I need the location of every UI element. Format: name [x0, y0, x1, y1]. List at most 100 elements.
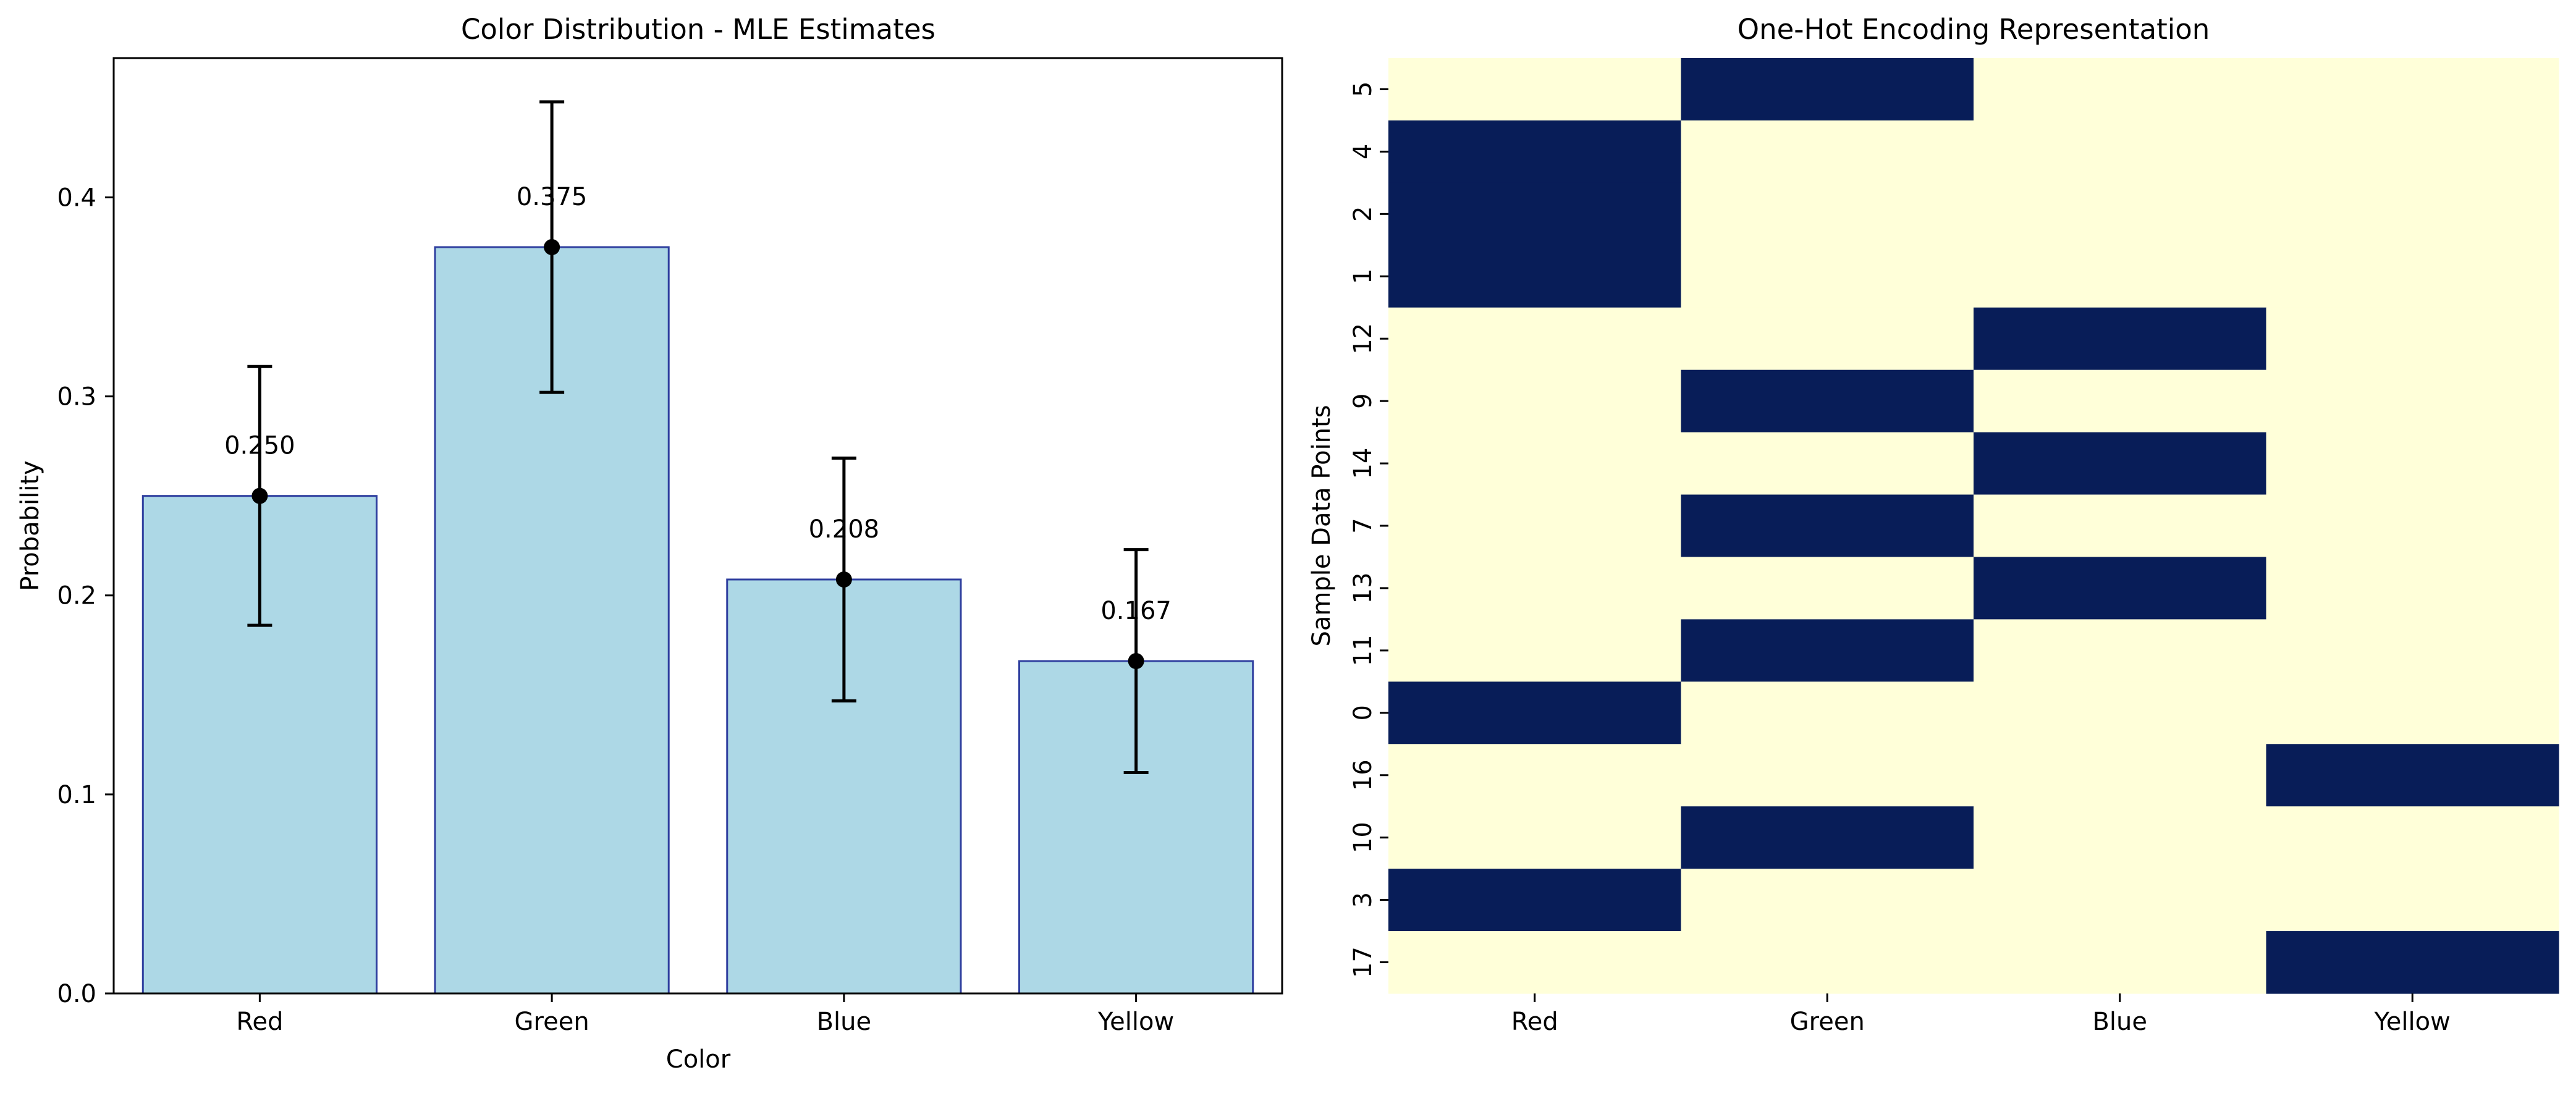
heatmap-cell [2266, 744, 2559, 807]
heatmap-cell [1681, 744, 1974, 807]
heatmap-cell [1388, 58, 1682, 121]
estimate-point [835, 571, 852, 588]
heatmap-cell [1388, 931, 1682, 994]
heatmap-cell [2266, 681, 2559, 744]
bar-value-label: 0.250 [224, 432, 295, 460]
y-tick-label: 17 [1349, 946, 1377, 978]
heatmap-cell [1681, 120, 1974, 183]
heatmap-cell [1681, 432, 1974, 495]
y-tick-label: 12 [1349, 323, 1377, 355]
heatmap-title: One-Hot Encoding Representation [1738, 13, 2210, 46]
bar-chart-value-labels: 0.250 0.375 0.208 0.167 [224, 183, 1172, 625]
heatmap-cell [1974, 681, 2267, 744]
heatmap-cell [2266, 58, 2559, 121]
heatmap-cell [1681, 494, 1974, 558]
heatmap-chart: One-Hot Encoding Representation 5 4 2 1 12 9 1… [1307, 13, 2559, 1036]
heatmap-cell [1974, 182, 2267, 246]
heatmap-cell [1681, 307, 1974, 371]
heatmap-cell [2266, 869, 2559, 932]
y-tick-label: 3 [1349, 892, 1377, 908]
y-tick-label: 14 [1349, 448, 1377, 479]
y-tick-label: 0.4 [57, 183, 96, 212]
heatmap-cell [1974, 806, 2267, 869]
bar-value-label: 0.208 [809, 515, 880, 544]
heatmap-cell [1388, 182, 1682, 246]
y-tick-label: 10 [1349, 822, 1377, 853]
bar-chart-plot-frame [112, 57, 1283, 995]
heatmap-cell [1388, 619, 1682, 682]
heatmap-cell [2266, 245, 2559, 308]
estimate-point [251, 487, 268, 504]
estimate-point [544, 239, 560, 256]
heatmap-cells [1388, 58, 2559, 994]
y-tick-label: 13 [1349, 572, 1377, 604]
heatmap-x-ticks: Red Green Blue Yellow [1511, 993, 2451, 1036]
y-tick-label: 4 [1349, 144, 1377, 159]
bar-chart-error-bars [247, 100, 1149, 774]
heatmap-cell [1388, 120, 1682, 183]
x-tick-label: Blue [2092, 1008, 2147, 1036]
heatmap-cell [2266, 120, 2559, 183]
heatmap-cell [1681, 806, 1974, 869]
heatmap-cell [2266, 494, 2559, 558]
heatmap-cell [1388, 369, 1682, 433]
heatmap-cell [2266, 619, 2559, 682]
y-tick-label: 0.1 [57, 781, 96, 809]
y-tick-label: 9 [1349, 393, 1377, 408]
heatmap-cell [1681, 619, 1974, 682]
heatmap-y-ticks: 5 4 2 1 12 9 14 7 13 11 0 16 10 3 17 [1349, 82, 1388, 978]
bar-chart-x-ticks: Red Green Blue Yellow [236, 993, 1174, 1036]
heatmap-cell [2266, 557, 2559, 620]
heatmap-cell [1388, 869, 1682, 932]
heatmap-cell [1974, 307, 2267, 371]
heatmap-cell [2266, 182, 2559, 246]
heatmap-cell [1388, 744, 1682, 807]
heatmap-cell [1388, 307, 1682, 371]
heatmap-cell [1974, 619, 2267, 682]
y-tick-label: 7 [1349, 518, 1377, 533]
bar-chart-y-ticks: 0.0 0.1 0.2 0.3 0.4 [57, 183, 114, 1008]
heatmap-cell [1681, 182, 1974, 246]
bar-chart-bars [141, 246, 1254, 995]
heatmap-cell [1974, 557, 2267, 620]
bar-value-label: 0.167 [1100, 597, 1172, 625]
heatmap-cell [1681, 369, 1974, 433]
heatmap-cell [2266, 307, 2559, 371]
heatmap-cell [1974, 432, 2267, 495]
y-tick-label: 1 [1349, 269, 1377, 284]
heatmap-cell [1388, 557, 1682, 620]
heatmap-cell [2266, 931, 2559, 994]
bar-chart: Color Distribution - MLE Estimates 0.250… [16, 13, 1283, 1074]
bar-chart-points [251, 239, 1144, 670]
x-tick-label: Green [1790, 1008, 1865, 1036]
heatmap-cell [1681, 245, 1974, 308]
heatmap-cell [1974, 245, 2267, 308]
bar-chart-x-axis-label: Color [666, 1045, 731, 1074]
heatmap-cell [1681, 869, 1974, 932]
heatmap-cell [2266, 806, 2559, 869]
heatmap-cell [1388, 806, 1682, 869]
heatmap-cell [1388, 494, 1682, 558]
x-tick-label: Green [515, 1008, 589, 1036]
bar-chart-title: Color Distribution - MLE Estimates [461, 13, 935, 46]
heatmap-cell [2266, 369, 2559, 433]
y-tick-label: 16 [1349, 759, 1377, 791]
x-tick-label: Blue [817, 1008, 872, 1036]
y-tick-label: 11 [1349, 634, 1377, 666]
x-tick-label: Red [1511, 1008, 1558, 1036]
heatmap-cell [1388, 432, 1682, 495]
y-tick-label: 0.3 [57, 383, 96, 411]
heatmap-cell [1388, 681, 1682, 744]
heatmap-cell [1681, 557, 1974, 620]
y-tick-label: 2 [1349, 206, 1377, 222]
bar-value-label: 0.375 [517, 183, 588, 211]
x-tick-label: Yellow [2374, 1008, 2451, 1036]
heatmap-cell [1388, 245, 1682, 308]
heatmap-cell [1974, 120, 2267, 183]
estimate-point [1128, 653, 1144, 670]
heatmap-cell [1974, 931, 2267, 994]
x-tick-label: Yellow [1097, 1008, 1174, 1036]
heatmap-y-axis-label: Sample Data Points [1307, 405, 1336, 646]
